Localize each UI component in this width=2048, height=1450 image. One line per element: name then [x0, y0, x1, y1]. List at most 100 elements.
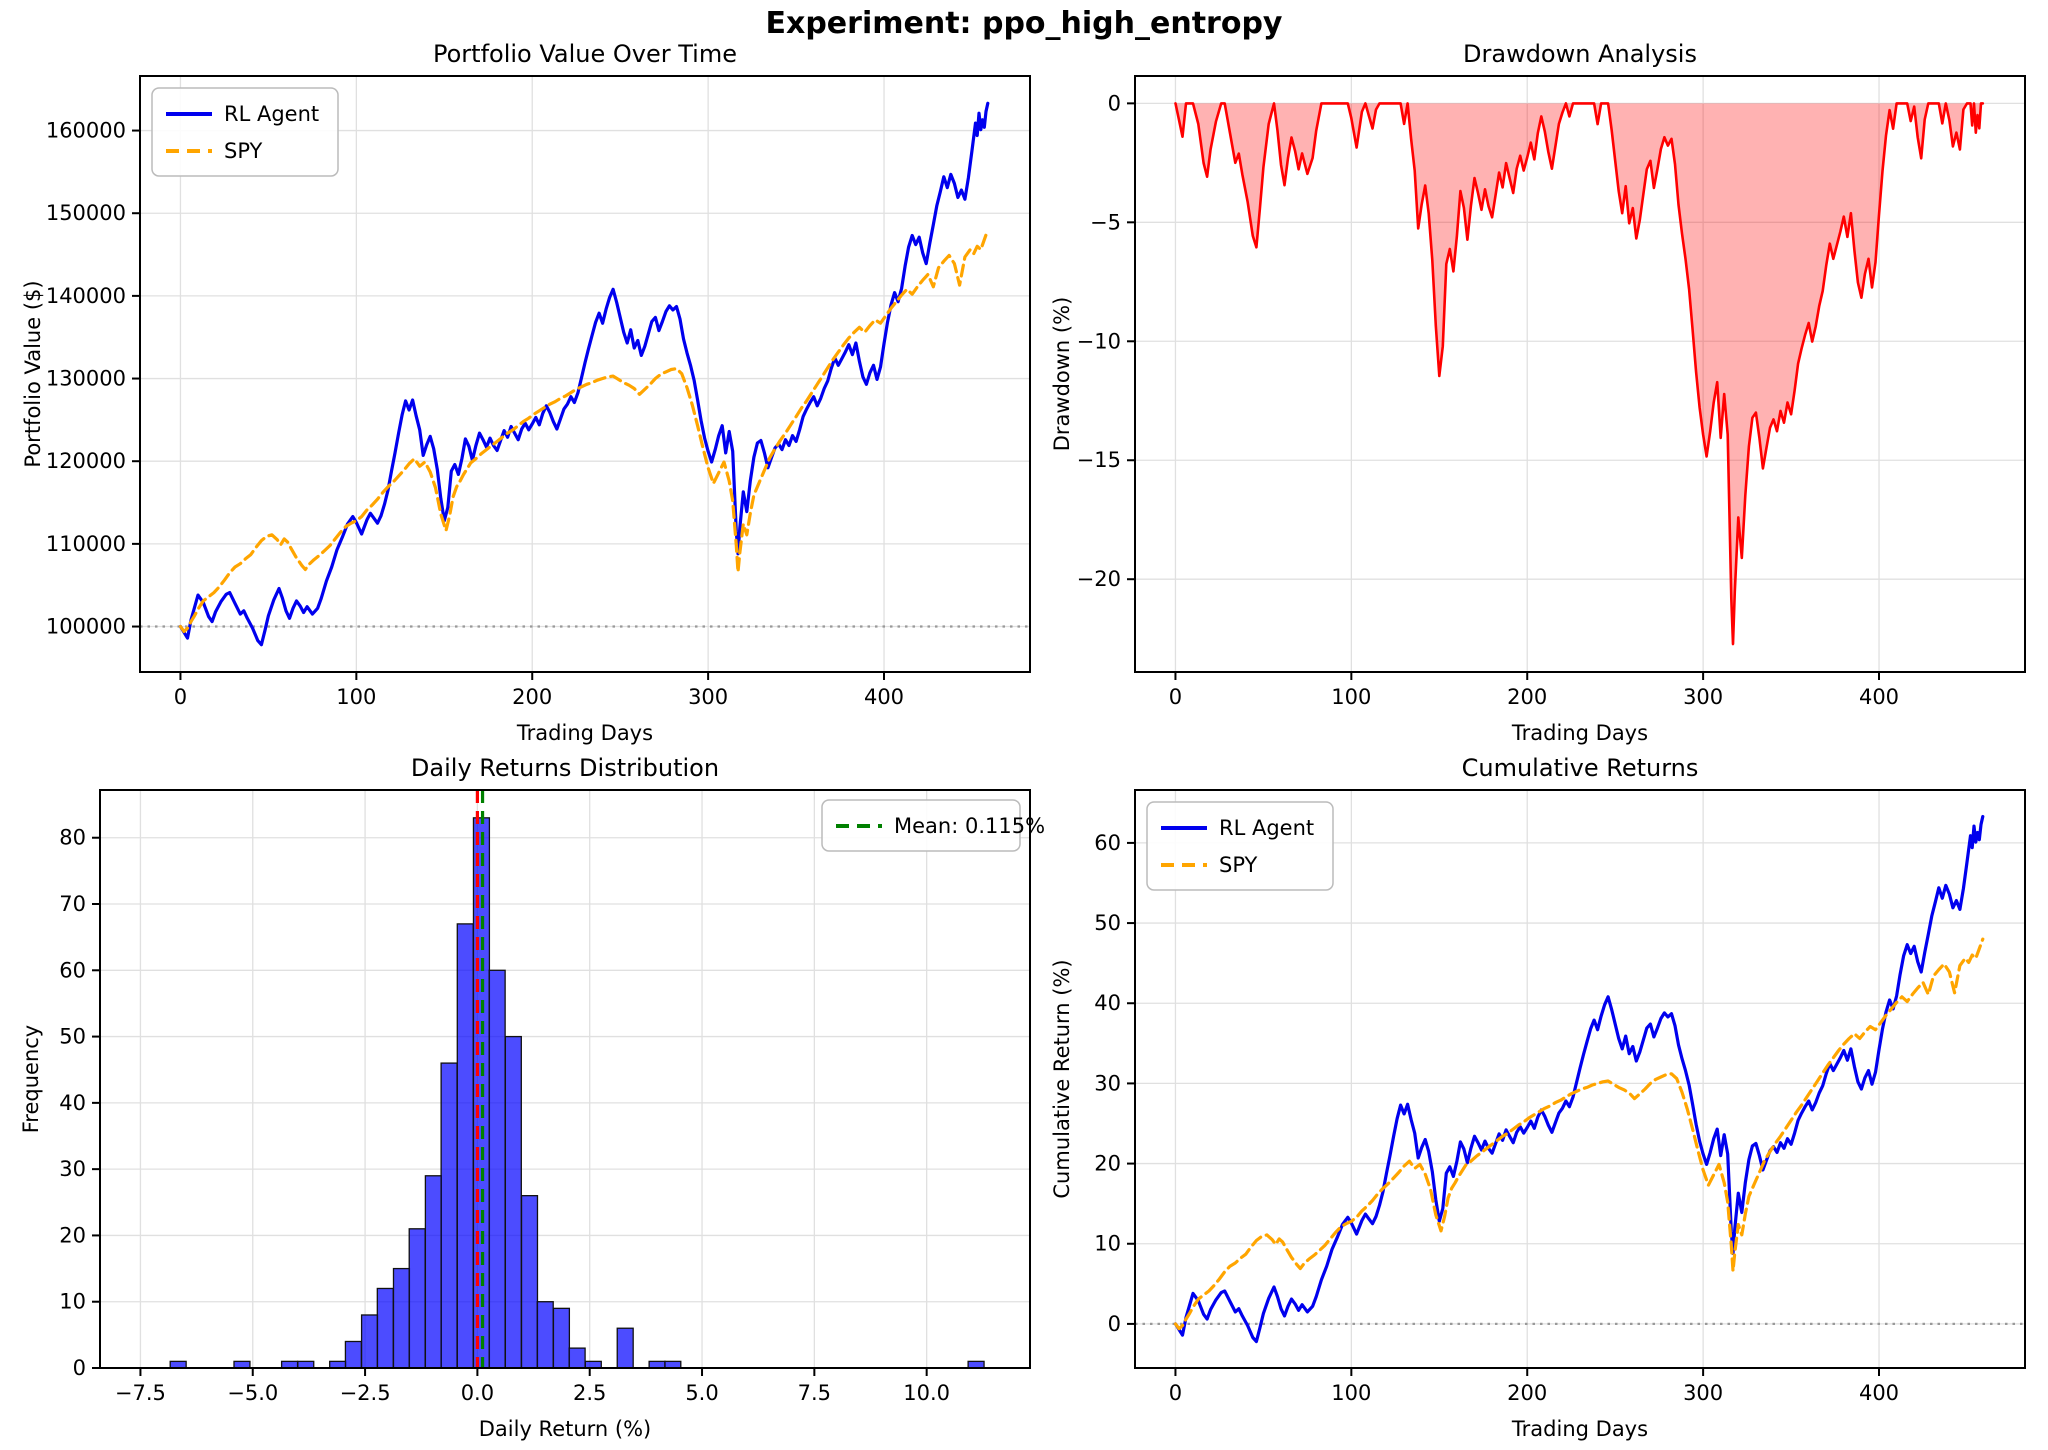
- hist-bar: [520, 1195, 539, 1369]
- histogram-bars: [169, 817, 985, 1369]
- svg-text:2.5: 2.5: [573, 1381, 606, 1405]
- svg-text:200: 200: [1507, 685, 1547, 709]
- grid-portfolio-value: [140, 76, 1030, 672]
- svg-text:7.5: 7.5: [798, 1381, 831, 1405]
- legend-daily-returns-distribution: Mean: 0.115%: [821, 799, 1045, 852]
- svg-text:20: 20: [1094, 1152, 1121, 1176]
- svg-text:−5: −5: [1090, 210, 1121, 234]
- legend-label: RL Agent: [1219, 816, 1314, 840]
- svg-text:0: 0: [73, 1356, 86, 1380]
- svg-text:−7.5: −7.5: [115, 1381, 166, 1405]
- tick-labels-portfolio-value: 0 100 200 300 400 100000 110000 120000 130000 140…: [46, 119, 904, 709]
- axes-spines: [99, 789, 1031, 1369]
- chart-daily-returns-distribution: −7.5 −5.0 −2.5 0.0 2.5 5.0 7.5 10.0 0 10 20 30 40 50 6…: [19, 754, 1045, 1441]
- svg-text:130000: 130000: [46, 367, 126, 391]
- svg-text:0: 0: [1169, 685, 1182, 709]
- chart-cumulative-returns: 0 100 200 300 400 0 10 20 30 40 50 60 Cumulative Ret…: [1050, 754, 2026, 1441]
- svg-text:0: 0: [1108, 1312, 1121, 1336]
- svg-text:300: 300: [1683, 685, 1723, 709]
- x-axis-label: Trading Days: [516, 721, 653, 745]
- tick-labels-daily-returns-distribution: −7.5 −5.0 −2.5 0.0 2.5 5.0 7.5 10.0 0 10 20 30 40 50 6…: [59, 826, 950, 1405]
- svg-text:400: 400: [1859, 685, 1899, 709]
- chart-title: Daily Returns Distribution: [411, 754, 719, 782]
- y-axis-label: Drawdown (%): [1050, 297, 1074, 452]
- chart-drawdown-analysis: 0 100 200 300 400 0 −5 −10 −15 −20 Drawdown Analys…: [1050, 40, 2026, 745]
- svg-text:100000: 100000: [46, 615, 126, 639]
- tick-labels-cumulative-returns: 0 100 200 300 400 0 10 20 30 40 50 60: [1094, 831, 1899, 1405]
- svg-text:160000: 160000: [46, 119, 126, 143]
- hist-bar: [360, 1314, 379, 1369]
- hist-bar: [504, 1035, 522, 1369]
- chart-portfolio-value: 0 100 200 300 400 100000 110000 120000 130000 140…: [21, 40, 1031, 745]
- grid-cumulative-returns: [1135, 790, 2025, 1368]
- x-axis-label: Trading Days: [1511, 1417, 1648, 1441]
- chart-title: Cumulative Returns: [1462, 754, 1699, 782]
- svg-text:110000: 110000: [46, 532, 126, 556]
- hist-bar: [424, 1175, 442, 1369]
- hist-bar: [408, 1228, 426, 1369]
- x-axis-label: Trading Days: [1511, 721, 1648, 745]
- svg-text:0: 0: [1108, 91, 1121, 115]
- legend-cumulative-returns: RL Agent SPY: [1146, 801, 1334, 891]
- hist-bar: [440, 1062, 458, 1369]
- svg-text:300: 300: [688, 685, 728, 709]
- svg-text:0: 0: [1169, 1381, 1182, 1405]
- hist-bar: [392, 1267, 411, 1369]
- hist-bar: [536, 1301, 554, 1369]
- hist-bar: [488, 969, 506, 1369]
- svg-text:20: 20: [59, 1223, 86, 1247]
- svg-text:30: 30: [59, 1157, 86, 1181]
- svg-text:10: 10: [1094, 1232, 1121, 1256]
- legend-label: RL Agent: [224, 102, 319, 126]
- svg-text:10.0: 10.0: [903, 1381, 950, 1405]
- svg-text:40: 40: [1094, 991, 1121, 1015]
- y-axis-label: Portfolio Value ($): [21, 280, 45, 467]
- svg-text:60: 60: [59, 958, 86, 982]
- hist-bar: [616, 1327, 634, 1369]
- svg-text:120000: 120000: [46, 449, 126, 473]
- hist-bar: [552, 1307, 571, 1369]
- svg-text:−10: −10: [1077, 329, 1121, 353]
- svg-text:10: 10: [59, 1290, 86, 1314]
- hist-bar: [568, 1347, 586, 1369]
- svg-text:60: 60: [1094, 831, 1121, 855]
- axes-spines: [139, 75, 1031, 673]
- hist-bar: [456, 923, 474, 1369]
- legend-label: Mean: 0.115%: [894, 814, 1045, 838]
- fill-drawdown-analysis: [1175, 103, 1983, 645]
- x-axis-label: Daily Return (%): [479, 1417, 652, 1441]
- svg-text:150000: 150000: [46, 201, 126, 225]
- series-rl-agent: [1173, 814, 1985, 1344]
- y-axis-label: Frequency: [19, 1025, 43, 1134]
- legend-label: SPY: [1219, 853, 1258, 877]
- svg-text:5.0: 5.0: [685, 1381, 718, 1405]
- svg-text:200: 200: [512, 685, 552, 709]
- axes-spines: [1134, 75, 2026, 673]
- legend-portfolio-value: RL Agent SPY: [151, 87, 339, 177]
- svg-text:40: 40: [59, 1091, 86, 1115]
- svg-text:50: 50: [1094, 911, 1121, 935]
- svg-text:−20: −20: [1077, 567, 1121, 591]
- chart-title: Drawdown Analysis: [1463, 40, 1697, 68]
- svg-text:50: 50: [59, 1025, 86, 1049]
- svg-text:140000: 140000: [46, 284, 126, 308]
- svg-text:−2.5: −2.5: [340, 1381, 391, 1405]
- chart-title: Portfolio Value Over Time: [433, 40, 737, 68]
- series-rl-agent: [178, 101, 990, 647]
- grid-drawdown-analysis: [1135, 76, 2025, 672]
- series-spy: [1173, 937, 1985, 1331]
- legend-label: SPY: [224, 139, 263, 163]
- svg-text:70: 70: [59, 892, 86, 916]
- y-axis-label: Cumulative Return (%): [1050, 959, 1074, 1198]
- series-spy: [178, 228, 990, 634]
- svg-text:300: 300: [1683, 1381, 1723, 1405]
- figure-suptitle: Experiment: ppo_high_entropy: [765, 6, 1283, 41]
- svg-text:0.0: 0.0: [461, 1381, 494, 1405]
- hist-bar: [376, 1287, 394, 1369]
- svg-text:100: 100: [336, 685, 376, 709]
- svg-text:0: 0: [174, 685, 187, 709]
- svg-text:400: 400: [1859, 1381, 1899, 1405]
- series-drawdown: [1174, 102, 1985, 646]
- svg-text:80: 80: [59, 826, 86, 850]
